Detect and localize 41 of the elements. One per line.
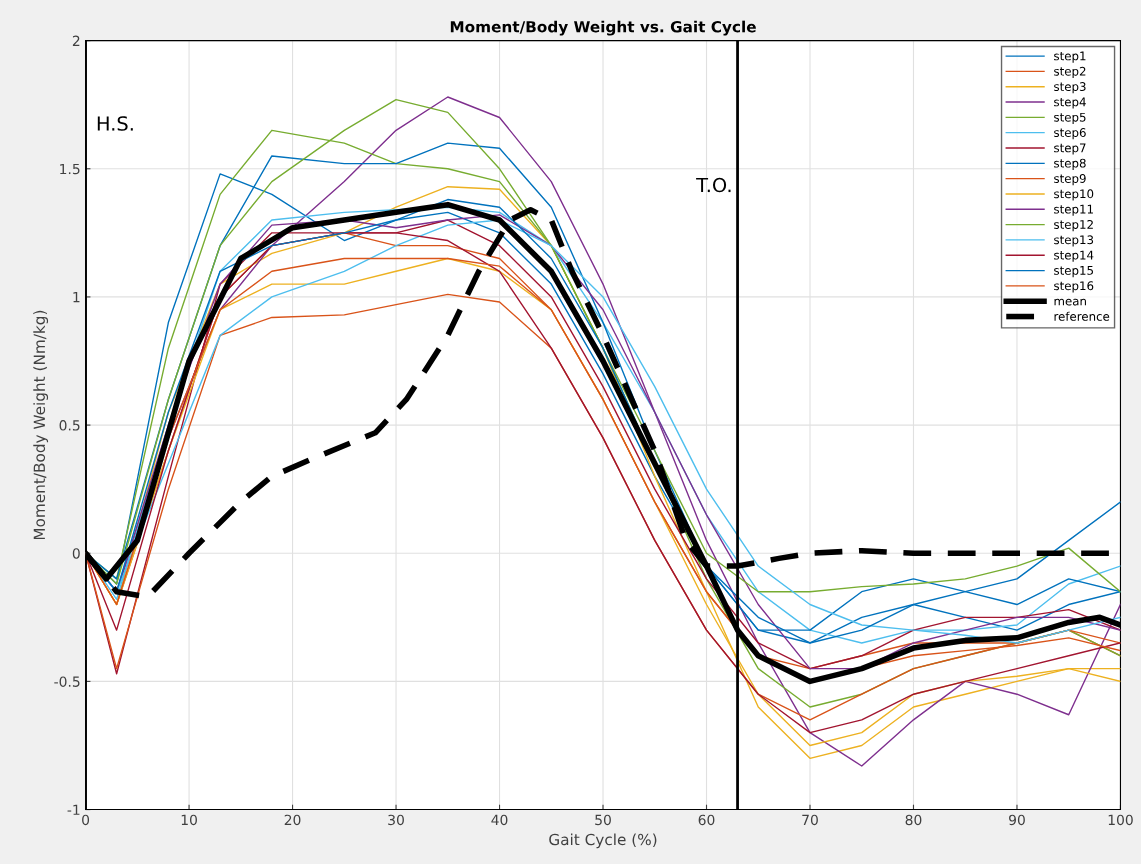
x-tick-label: 20	[284, 814, 301, 826]
y-tick-label: 1	[73, 292, 80, 303]
y-tick-label: 1.5	[60, 163, 80, 175]
x-tick-label: 10	[181, 814, 197, 826]
legend-label: step14	[1054, 250, 1094, 262]
legend-label: step15	[1054, 266, 1093, 278]
x-tick-label: 40	[491, 814, 508, 826]
legend-label: step4	[1054, 97, 1086, 109]
legend-label: step7	[1054, 143, 1086, 155]
x-tick-label: 90	[1009, 814, 1025, 826]
x-tick-label: 70	[802, 814, 818, 826]
x-axis-title: Gait Cycle (%)	[549, 833, 657, 849]
legend-label: mean	[1054, 298, 1086, 306]
x-tick-label: 100	[1108, 814, 1133, 826]
legend-label: step11	[1054, 204, 1093, 216]
legend-label: step1	[1054, 51, 1086, 63]
legend-label: step5	[1054, 112, 1086, 124]
x-tick-label: 80	[905, 814, 922, 826]
legend-label: step10	[1054, 189, 1094, 201]
chart-title: Moment/Body Weight vs. Gait Cycle	[450, 20, 756, 36]
ref-line-label: T.O.	[696, 177, 731, 193]
legend-label: step6	[1054, 128, 1086, 140]
ref-line-label: H.S.	[97, 116, 133, 131]
x-tick-label: 60	[698, 814, 715, 826]
legend-label: step8	[1054, 158, 1086, 170]
legend-label: step16	[1054, 281, 1094, 293]
x-tick-label: 0	[82, 814, 90, 826]
y-tick-label: 0.5	[59, 420, 80, 431]
x-tick-label: 50	[595, 814, 611, 826]
y-tick-label: 0	[72, 548, 80, 559]
legend-label: step3	[1054, 82, 1086, 94]
y-tick-label: -1	[67, 804, 80, 815]
y-tick-label: -0.5	[54, 676, 80, 687]
y-tick-label: 2	[72, 35, 80, 46]
y-axis-title: Moment/Body Weight (Nm/kg)	[33, 310, 49, 540]
legend-label: reference	[1054, 311, 1110, 321]
legend-label: step2	[1054, 66, 1086, 78]
legend-label: step12	[1054, 219, 1093, 232]
legend-label: step9	[1054, 174, 1086, 186]
legend-label: step13	[1054, 235, 1094, 247]
x-tick-label: 30	[388, 814, 404, 826]
